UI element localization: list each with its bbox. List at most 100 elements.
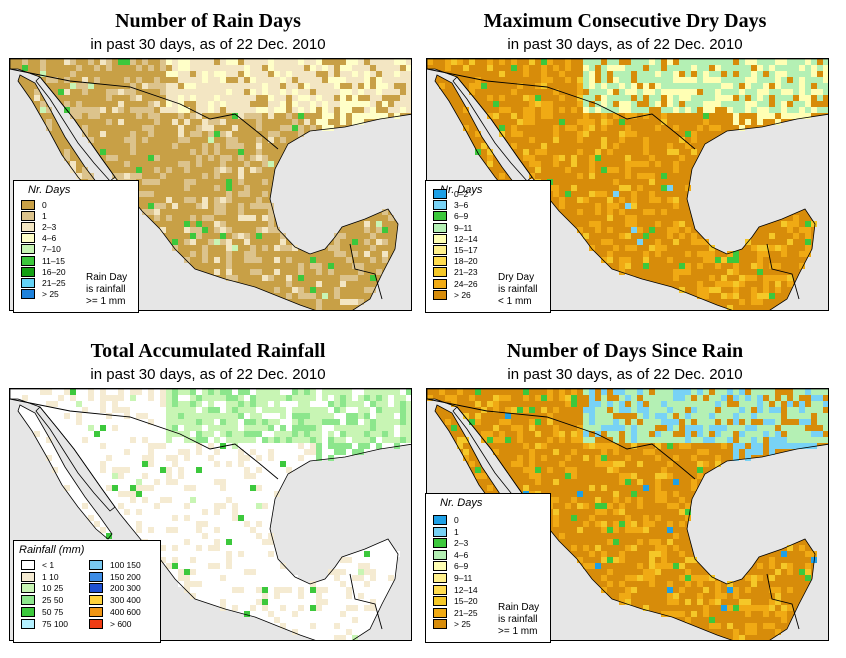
legend-label: 0: [454, 515, 459, 525]
legend-label: 4–6: [42, 233, 57, 244]
legend-swatch: [433, 200, 447, 211]
legend-label: 0–2: [454, 189, 469, 199]
legend-swatch: [21, 244, 35, 255]
coastline: [35, 406, 116, 512]
gulf-of-california: [453, 407, 532, 511]
legend-label: 11–15: [42, 255, 66, 266]
legend-swatch: [433, 561, 447, 572]
legend-swatch: [89, 571, 103, 582]
legend-swatch: [89, 560, 103, 570]
legend-swatch: [21, 595, 35, 606]
legend-swatch: [433, 538, 447, 549]
central-america-border: [349, 573, 383, 630]
legend-label: 18–20: [454, 256, 478, 267]
panel-subtitle: in past 30 days, as of 22 Dec. 2010: [90, 366, 326, 383]
legend-swatch: [21, 618, 35, 629]
panel-title: Number of Rain Days: [115, 10, 301, 32]
legend-label: 16–20: [42, 266, 66, 277]
us-mexico-border: [10, 398, 279, 480]
legend-swatch: [21, 583, 35, 594]
legend-note: Rain Day is rainfall >= 1 mm: [86, 272, 127, 308]
legend-label: < 1: [42, 560, 55, 570]
legend-swatch: [89, 606, 103, 617]
coastline: [17, 404, 113, 540]
legend-swatch: [89, 583, 103, 594]
legend-label: > 26: [454, 289, 471, 300]
note-line: Rain Day: [86, 272, 128, 283]
panel-rain-days: Number of Rain Days in past 30 days, as …: [4, 0, 412, 320]
legend-title: Nr. Days: [440, 497, 483, 509]
legend-label: 75 100: [42, 618, 68, 629]
legend-title: Nr. Days: [440, 184, 483, 196]
legend-swatch: [89, 618, 103, 629]
note-line: < 1 mm: [498, 296, 532, 307]
legend-label: 21–25: [454, 607, 478, 618]
legend-label: 21–23: [454, 267, 478, 278]
legend-label: 6–9: [454, 561, 469, 572]
panel-days-since-rain: Number of Days Since Rain in past 30 day…: [421, 330, 829, 650]
legend-swatch: [21, 200, 35, 210]
note-line: >= 1 mm: [86, 296, 126, 307]
note-line: is rainfall: [86, 284, 126, 295]
panel-title: Maximum Consecutive Dry Days: [483, 10, 767, 32]
panel-title: Total Accumulated Rainfall: [90, 340, 326, 362]
pixel-texture: [427, 59, 828, 310]
legend-label: 200 300: [110, 583, 141, 594]
legend-label: 1 10: [42, 571, 59, 582]
legend-label: 24–26: [454, 278, 478, 289]
legend-swatch: [89, 595, 103, 606]
legend-label: 0: [42, 200, 47, 210]
note-line: is rainfall: [498, 614, 538, 625]
panel-subtitle: in past 30 days, as of 22 Dec. 2010: [507, 366, 743, 383]
legend-label: 150 200: [110, 571, 141, 582]
legend-label: 100 150: [110, 560, 141, 570]
legend-label: 50 75: [42, 606, 64, 617]
legend-note: Rain Day is rainfall >= 1 mm: [498, 602, 539, 638]
legend-swatch: [21, 233, 35, 244]
legend-swatch: [21, 211, 35, 222]
legend-swatch: [21, 571, 35, 582]
legend-swatch: [21, 560, 35, 570]
legend-note: Dry Day is rainfall < 1 mm: [498, 272, 537, 308]
legend-swatch: [433, 549, 447, 560]
legend-swatch: [433, 256, 447, 267]
legend-label: 300 400: [110, 595, 141, 606]
legend-swatch: [433, 267, 447, 278]
legend-swatch: [21, 288, 35, 299]
legend-swatch: [433, 233, 447, 244]
legend-label: > 25: [42, 288, 59, 299]
land-mainland: [427, 389, 828, 640]
note-line: >= 1 mm: [498, 626, 538, 637]
legend-label: 21–25: [42, 277, 66, 288]
legend-label: 3–6: [454, 200, 469, 211]
legend-label: 1: [454, 526, 459, 537]
gulf-of-california: [36, 407, 115, 511]
legend-swatch: [21, 266, 35, 277]
legend-rain-days: Nr. Days Rain Day is rainfall >= 1 mm 0 1…: [13, 180, 139, 313]
legend-swatch: [433, 607, 447, 618]
note-line: Rain Day: [498, 602, 540, 613]
panel-title: Number of Days Since Rain: [506, 340, 744, 362]
legend-title: Rainfall (mm): [19, 544, 85, 556]
central-america-border: [349, 243, 383, 300]
legend-label: 7–10: [42, 244, 61, 255]
legend-swatch: [21, 277, 35, 288]
legend-max-dry-days: Nr. Days Dry Day is rainfall < 1 mm 0–2 3…: [425, 180, 551, 313]
legend-label: 2–3: [454, 538, 469, 549]
map-canvas: [10, 389, 411, 640]
legend-title: Nr. Days: [28, 184, 71, 196]
legend-label: 15–20: [454, 596, 478, 607]
legend-label: 4–6: [454, 549, 469, 560]
legend-label: 2–3: [42, 222, 57, 233]
legend-swatch: [433, 515, 447, 525]
panel-subtitle: in past 30 days, as of 22 Dec. 2010: [90, 36, 326, 53]
pixel-texture: [22, 389, 411, 640]
note-line: Dry Day: [498, 272, 535, 283]
legend-label: > 600: [110, 618, 132, 629]
legend-label: 9–11: [454, 222, 473, 233]
legend-swatch: [21, 222, 35, 233]
gulf-of-california: [36, 77, 115, 181]
us-mexico-border: [427, 398, 696, 480]
